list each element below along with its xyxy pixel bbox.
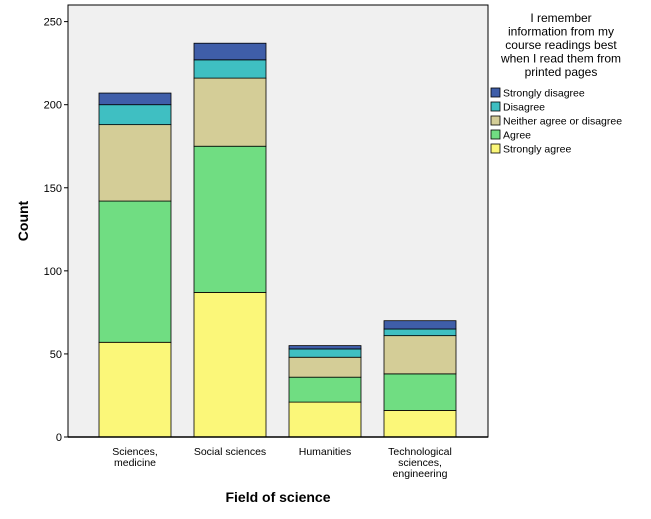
y-tick-label-100: 100 <box>44 266 62 278</box>
y-axis: 0 50 100 150 200 250 <box>44 17 68 444</box>
legend-item-label: Disagree <box>503 102 545 114</box>
y-tick-label-250: 250 <box>44 17 62 29</box>
bars <box>98 42 457 438</box>
x-tick-label-1: Social sciences <box>194 446 266 458</box>
legend-swatch <box>490 101 501 112</box>
bar-1-strongly-agree <box>193 292 267 438</box>
legend-item-label: Strongly agree <box>503 144 571 156</box>
bar-3-strongly-disagree <box>383 320 457 330</box>
x-tick-label-2: Humanities <box>299 446 352 458</box>
bar-2-neither-agree-or-disagree <box>288 356 362 378</box>
x-axis-title: Field of science <box>225 489 330 505</box>
x-tick-label-0: medicine <box>114 457 156 469</box>
bar-3-strongly-agree <box>383 410 457 438</box>
bar-1-strongly-disagree <box>193 42 267 61</box>
x-tick-label-3: Technological <box>388 446 452 458</box>
bar-1-disagree <box>193 59 267 79</box>
bar-3-neither-agree-or-disagree <box>383 335 457 375</box>
legend-title: course readings best <box>505 38 617 52</box>
y-tick-label-150: 150 <box>44 183 62 195</box>
bar-3-disagree <box>383 328 457 337</box>
legend-title: printed pages <box>525 65 598 79</box>
legend-item-label: Neither agree or disagree <box>503 116 622 128</box>
legend-swatch <box>490 115 501 126</box>
legend-swatch <box>490 87 501 98</box>
bar-0-neither-agree-or-disagree <box>98 124 172 202</box>
legend-title: information from my <box>508 25 614 39</box>
y-tick-label-200: 200 <box>44 100 62 112</box>
legend-item-label: Strongly disagree <box>503 88 585 100</box>
legend-swatch <box>490 129 501 140</box>
x-tick-label-3: sciences, <box>398 457 442 469</box>
bar-1-neither-agree-or-disagree <box>193 77 267 147</box>
bar-2-agree <box>288 376 362 403</box>
bar-2-strongly-agree <box>288 401 362 438</box>
legend-title: I remember <box>530 11 591 25</box>
bar-0-agree <box>98 200 172 343</box>
bar-2-strongly-disagree <box>288 345 362 350</box>
y-tick-label-50: 50 <box>50 349 62 361</box>
y-axis-title: Count <box>15 200 31 241</box>
x-tick-label-3: engineering <box>393 468 448 480</box>
legend-item-label: Agree <box>503 130 531 142</box>
bar-2-disagree <box>288 348 362 358</box>
legend-title: when I read them from <box>500 52 621 66</box>
x-tick-label-0: Sciences, <box>112 446 158 458</box>
bar-3-agree <box>383 373 457 411</box>
bar-0-strongly-agree <box>98 341 172 438</box>
bar-0-strongly-disagree <box>98 92 172 106</box>
y-tick-label-0: 0 <box>56 432 62 444</box>
x-axis: Sciences,medicine Social sciences Humaniti… <box>112 446 452 480</box>
bar-1-agree <box>193 145 267 293</box>
legend-swatch <box>490 143 501 154</box>
bar-0-disagree <box>98 104 172 126</box>
